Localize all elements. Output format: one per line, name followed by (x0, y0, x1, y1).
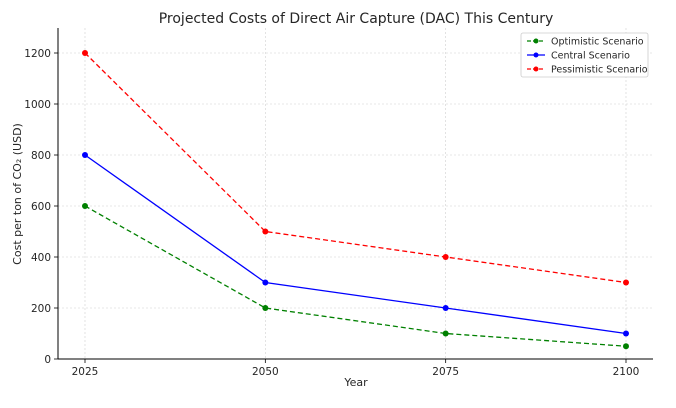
x-tick-label: 2025 (72, 366, 99, 378)
grid (58, 28, 653, 359)
series-line-0 (84, 205, 627, 347)
series-layer (82, 50, 629, 350)
data-point (82, 152, 88, 158)
series-line-1 (84, 154, 627, 335)
y-tick-label: 200 (31, 303, 51, 315)
series-line-2 (84, 52, 627, 284)
data-point (442, 254, 449, 260)
data-point (262, 305, 269, 311)
y-axis-label: Cost per ton of CO₂ (USD) (11, 123, 24, 265)
legend-label: Central Scenario (551, 51, 630, 62)
y-tick-label: 0 (44, 354, 51, 366)
data-point (262, 228, 269, 235)
legend-marker (533, 38, 539, 44)
data-point (623, 343, 629, 350)
data-point (623, 330, 629, 337)
data-point (82, 203, 88, 209)
ticks: 2025 2050 2075 2100 0 200 400 600 800 1000 1200 (24, 48, 639, 378)
data-point (82, 50, 88, 56)
data-point (623, 279, 629, 286)
legend-marker (533, 52, 539, 58)
y-tick-label: 1200 (24, 48, 51, 60)
data-point (442, 330, 449, 337)
chart-title: Projected Costs of Direct Air Capture (D… (159, 11, 554, 27)
legend-label: Optimistic Scenario (551, 37, 644, 48)
legend-box (520, 32, 649, 78)
legend-label: Pessimistic Scenario (551, 65, 648, 76)
y-tick-label: 400 (31, 252, 51, 264)
x-axis-label: Year (343, 376, 368, 389)
legend-marker (533, 66, 539, 72)
x-tick-label: 2075 (432, 366, 459, 378)
y-tick-label: 800 (31, 150, 51, 162)
x-tick-label: 2100 (613, 366, 640, 378)
axes (57, 28, 653, 360)
y-tick-label: 600 (31, 201, 51, 213)
x-tick-label: 2050 (252, 366, 279, 378)
legend: Optimistic Scenario Central Scenario Pessi… (520, 32, 649, 78)
data-point (442, 305, 449, 311)
y-tick-label: 1000 (24, 99, 51, 111)
data-point (262, 279, 269, 286)
